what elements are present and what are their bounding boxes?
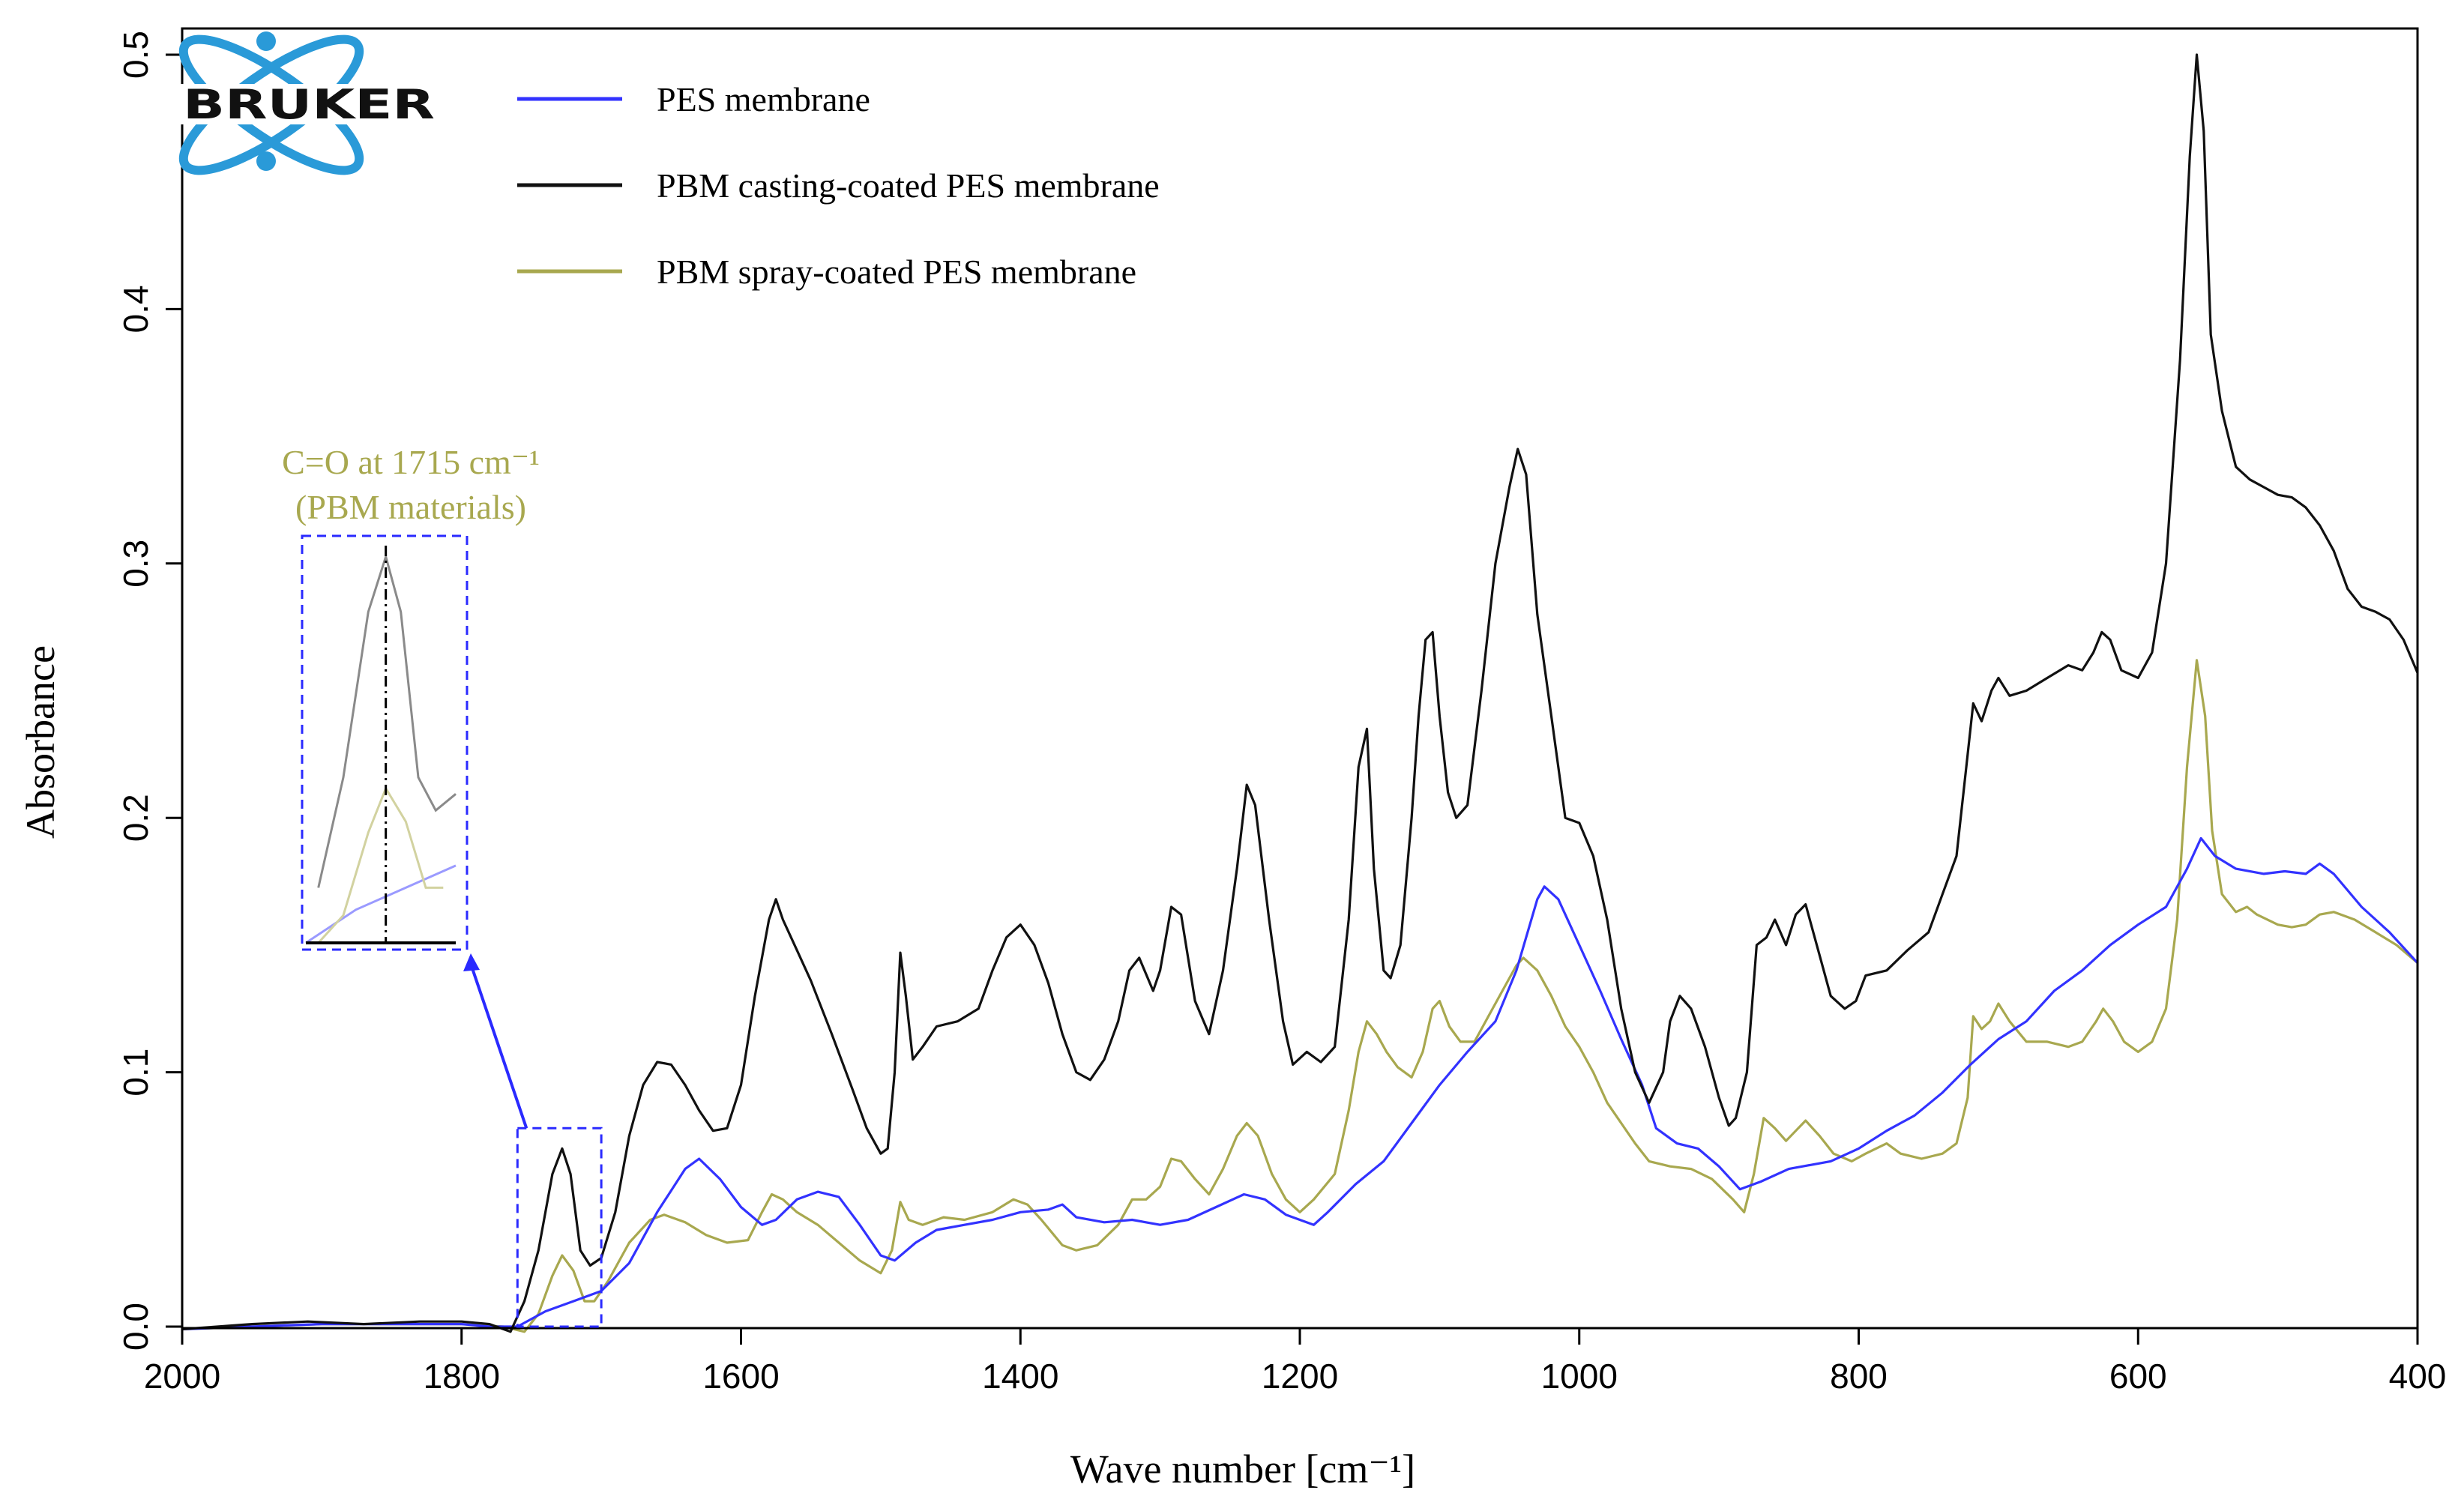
series-line-0 <box>181 836 2419 1330</box>
x-tick-label: 800 <box>1830 1357 1888 1396</box>
logo-text: BRUKER <box>183 81 435 128</box>
x-tick-label: 1200 <box>1262 1357 1338 1396</box>
inset-box <box>301 534 469 951</box>
x-tick-label: 1600 <box>702 1357 779 1396</box>
y-tick-label: 0.2 <box>116 794 155 842</box>
x-tick-label: 600 <box>2109 1357 2167 1396</box>
zoom-annotation: C=O at 1715 cm⁻¹ (PBM materials) <box>282 443 603 1328</box>
inset-series-1 <box>317 552 457 888</box>
legend: PES membrane PBM casting-coated PES memb… <box>517 80 1160 291</box>
annotation-line2: (PBM materials) <box>295 488 526 526</box>
x-axis: 2000 1800 1600 1400 1200 1000 800 600 400 <box>144 1328 2447 1396</box>
legend-label-spray: PBM spray-coated PES membrane <box>657 253 1136 291</box>
y-tick-label: 0.5 <box>116 31 155 79</box>
x-tick-label: 1000 <box>1541 1357 1618 1396</box>
legend-label-casting: PBM casting-coated PES membrane <box>657 166 1160 205</box>
x-tick-label: 400 <box>2389 1357 2447 1396</box>
y-tick-label: 0.4 <box>116 285 155 333</box>
zoom-arrow <box>469 963 528 1129</box>
x-tick-label: 1800 <box>424 1357 500 1396</box>
y-axis: 0.0 0.1 0.2 0.3 0.4 0.5 <box>116 31 182 1351</box>
x-tick-label: 2000 <box>144 1357 220 1396</box>
x-axis-title: Wave number [cm⁻¹] <box>1070 1447 1415 1492</box>
y-tick-label: 0.0 <box>116 1303 155 1351</box>
series-layer <box>181 53 2419 1333</box>
zoom-window-box <box>516 1127 603 1328</box>
annotation-line1: C=O at 1715 cm⁻¹ <box>282 443 540 481</box>
logo-dot-2 <box>256 151 276 171</box>
logo-orbit-2 <box>178 34 364 175</box>
legend-label-pes: PES membrane <box>657 80 870 118</box>
y-tick-label: 0.3 <box>116 540 155 588</box>
series-line-2 <box>181 659 2419 1333</box>
logo-orbit-1 <box>178 34 364 175</box>
y-tick-label: 0.1 <box>116 1049 155 1097</box>
inset-series-0 <box>305 864 457 944</box>
zoom-arrowhead <box>463 953 480 971</box>
y-axis-title: Absorbance <box>18 645 63 839</box>
x-tick-label: 1400 <box>982 1357 1058 1396</box>
series-line-1 <box>181 53 2419 1333</box>
logo-dot-1 <box>256 31 276 51</box>
bruker-logo: BRUKER <box>174 31 435 175</box>
